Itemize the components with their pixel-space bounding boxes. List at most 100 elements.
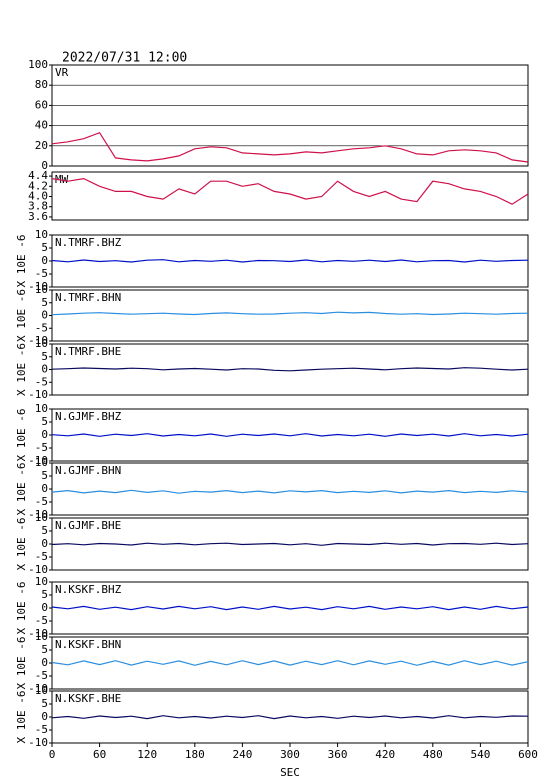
y-tick-label: -10 (28, 334, 48, 347)
y-tick-label: 40 (35, 119, 48, 132)
y-axis-label: X 10E -6 (15, 463, 28, 516)
y-tick-label: 10 (35, 337, 48, 350)
x-tick-label: 120 (137, 748, 157, 761)
y-tick-label: 0 (41, 537, 48, 550)
panel-label: N.GJMF.BHZ (55, 410, 122, 423)
y-tick-label: -5 (35, 495, 48, 508)
y-tick-label: 10 (35, 684, 48, 697)
panel-label: N.TMRF.BHZ (55, 236, 122, 249)
series-line (51, 715, 529, 720)
x-axis-label: SEC (280, 766, 300, 779)
y-tick-label: -10 (28, 736, 48, 749)
y-tick-label: 3.8 (28, 200, 48, 213)
y-tick-label: 5 (41, 241, 48, 254)
y-tick-label: 5 (41, 643, 48, 656)
y-tick-label: 10 (35, 456, 48, 469)
panel-label: N.GJMF.BHN (55, 464, 121, 477)
y-axis-label: X 10E -6 (15, 691, 28, 744)
series-line (51, 177, 529, 205)
series-line (51, 433, 529, 437)
y-tick-label: -10 (28, 454, 48, 467)
x-tick-label: 300 (280, 748, 300, 761)
panel-label: N.TMRF.BHE (55, 345, 121, 358)
y-tick-label: 0 (41, 656, 48, 669)
y-tick-label: 4.2 (28, 179, 48, 192)
x-tick-label: 240 (232, 748, 252, 761)
y-tick-label: 5 (41, 469, 48, 482)
x-tick-label: 360 (328, 748, 348, 761)
y-tick-label: 0 (41, 710, 48, 723)
x-tick-label: 600 (518, 748, 538, 761)
y-tick-label: -10 (28, 627, 48, 640)
y-tick-label: 60 (35, 98, 48, 111)
y-tick-label: -10 (28, 388, 48, 401)
y-tick-label: 10 (35, 511, 48, 524)
chart-title: 2022/07/31 12:00 (62, 51, 187, 66)
series-line (51, 542, 529, 546)
y-tick-label: 5 (41, 588, 48, 601)
y-tick-label: -5 (35, 441, 48, 454)
y-tick-label: -5 (35, 375, 48, 388)
series-line (51, 660, 529, 666)
x-tick-label: 420 (375, 748, 395, 761)
y-axis-label: X 10E -6 (15, 637, 28, 690)
y-tick-label: 5 (41, 350, 48, 363)
y-tick-label: 10 (35, 575, 48, 588)
y-tick-label: -5 (35, 614, 48, 627)
y-tick-label: -10 (28, 280, 48, 293)
series-line (51, 489, 529, 494)
y-tick-label: 5 (41, 697, 48, 710)
x-tick-label: 60 (93, 748, 106, 761)
panel-label: N.KSKF.BHZ (55, 583, 122, 596)
y-tick-label: 4.4 (28, 169, 48, 182)
series-line (51, 311, 529, 316)
series-line (51, 259, 529, 263)
y-tick-label: 10 (35, 228, 48, 241)
y-tick-label: 20 (35, 139, 48, 152)
panel-label: MW (55, 173, 69, 186)
y-tick-label: 5 (41, 415, 48, 428)
series-line (51, 131, 529, 163)
y-axis-label: X 10E -6 (15, 582, 28, 635)
series-line (51, 367, 529, 372)
y-tick-label: -5 (35, 267, 48, 280)
y-axis-label: X 10E -6 (15, 235, 28, 288)
y-tick-label: 10 (35, 402, 48, 415)
y-axis-label: X 10E -6 (15, 518, 28, 571)
y-tick-label: -10 (28, 508, 48, 521)
y-tick-label: 0 (41, 159, 48, 172)
x-tick-label: 480 (423, 748, 443, 761)
panel-label: N.TMRF.BHN (55, 291, 121, 304)
x-tick-label: 0 (49, 748, 56, 761)
y-tick-label: 0 (41, 482, 48, 495)
y-tick-label: 100 (28, 58, 48, 71)
panel-frame (51, 171, 529, 221)
y-tick-label: -5 (35, 550, 48, 563)
y-axis-label: X 10E -6 (15, 409, 28, 462)
panel-frame (51, 289, 529, 342)
x-tick-label: 180 (185, 748, 205, 761)
y-axis-label: X 10E -6 (15, 289, 28, 342)
y-tick-label: 5 (41, 296, 48, 309)
x-tick-label: 540 (470, 748, 490, 761)
y-tick-label: 3.6 (28, 210, 48, 223)
y-tick-label: -5 (35, 321, 48, 334)
panel-frame (51, 462, 529, 516)
y-tick-label: 0 (41, 363, 48, 376)
y-tick-label: -10 (28, 682, 48, 695)
y-tick-label: 5 (41, 524, 48, 537)
y-tick-label: 0 (41, 309, 48, 322)
panel-label: N.KSKF.BHE (55, 692, 121, 705)
y-tick-label: 4.0 (28, 190, 48, 203)
y-tick-label: 10 (35, 630, 48, 643)
panel-label: N.GJMF.BHE (55, 519, 121, 532)
y-tick-label: 10 (35, 283, 48, 296)
y-tick-label: -5 (35, 723, 48, 736)
y-tick-label: 0 (41, 601, 48, 614)
panel-frame (51, 343, 529, 396)
panel-label: N.KSKF.BHN (55, 638, 121, 651)
y-tick-label: 0 (41, 428, 48, 441)
y-axis-label: X 10E -6 (15, 343, 28, 396)
y-tick-label: -5 (35, 669, 48, 682)
